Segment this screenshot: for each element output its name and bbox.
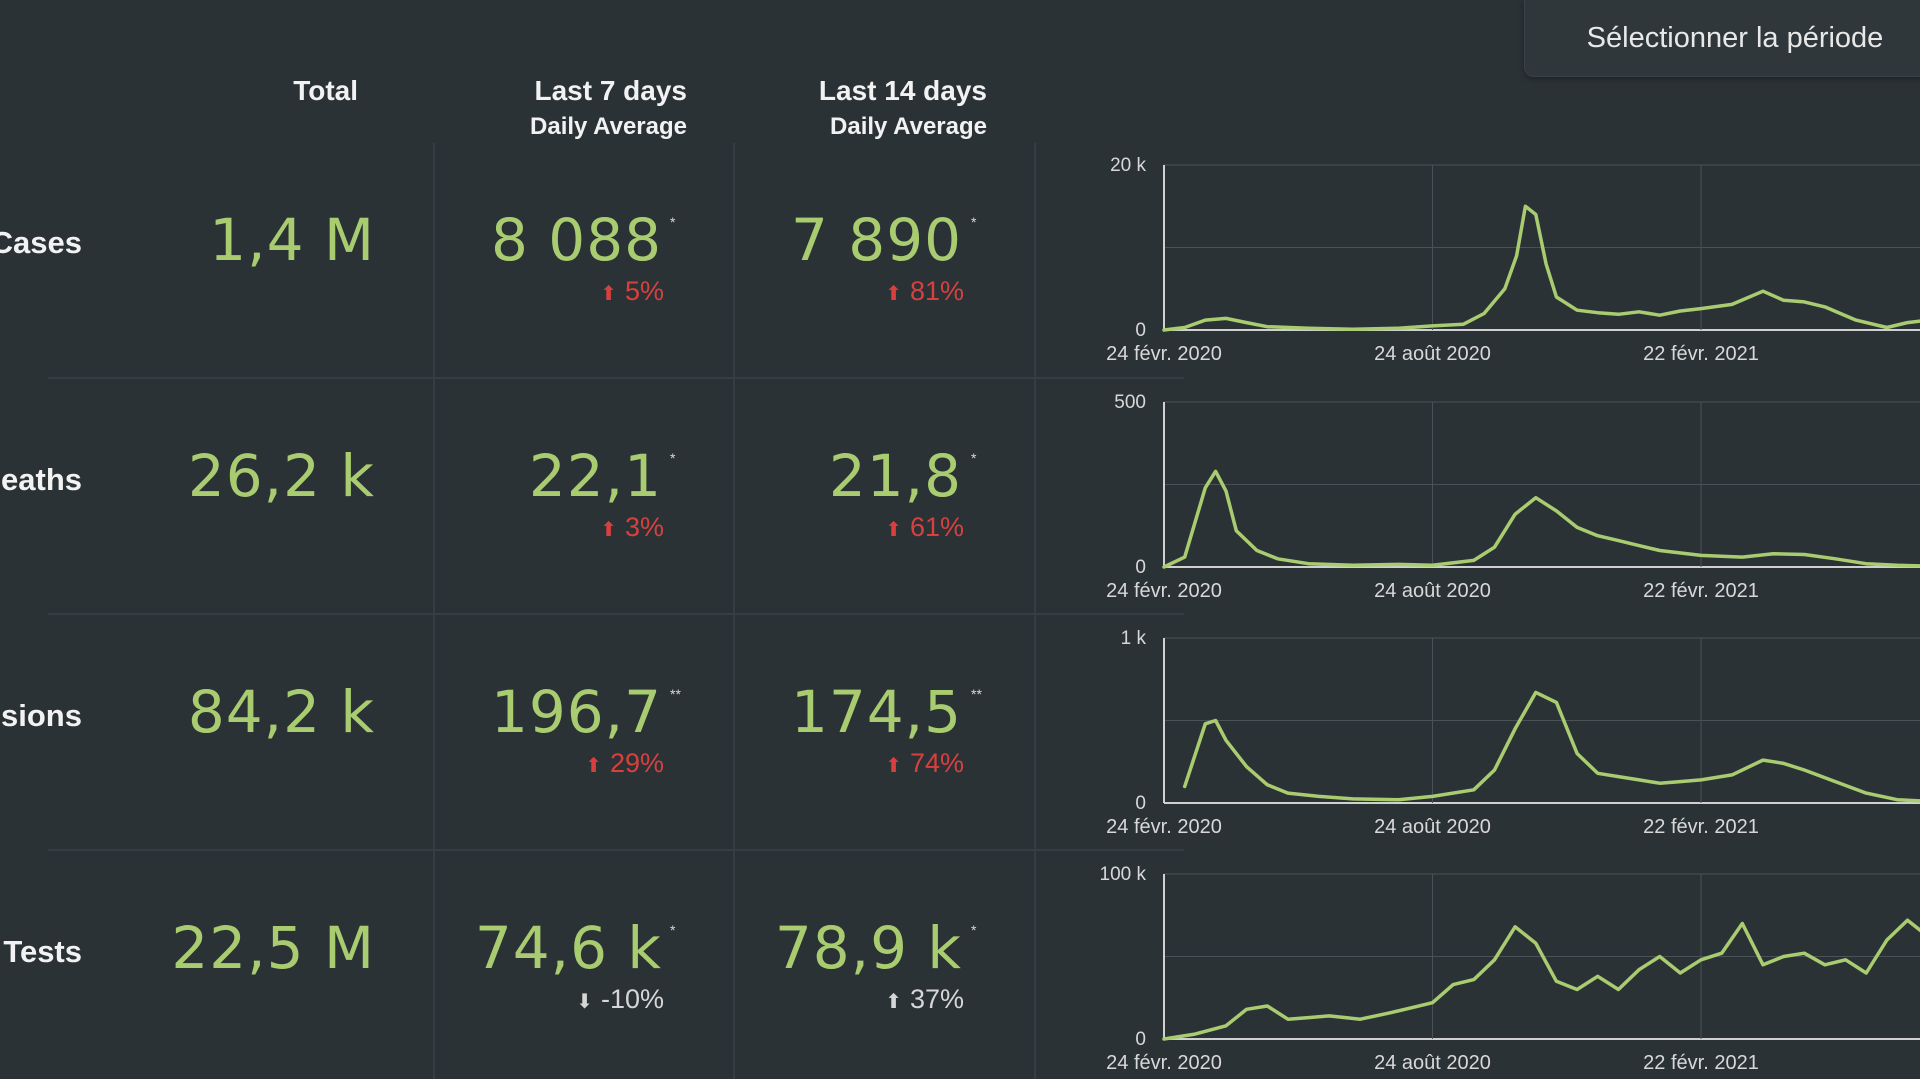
x-tick-label: 22 févr. 2021 bbox=[1643, 343, 1759, 365]
row-divider bbox=[48, 377, 1184, 379]
tests-avg14-footnote-mark: * bbox=[971, 922, 977, 938]
deaths-avg7-change-value: 3% bbox=[624, 512, 664, 542]
deaths-avg14-change-value: 61% bbox=[909, 512, 964, 542]
x-tick-label: 22 févr. 2021 bbox=[1643, 1052, 1759, 1074]
admissions-total: 84,2 k bbox=[187, 678, 375, 746]
admissions-avg7-change-value: 29% bbox=[609, 748, 664, 778]
deaths-avg7: 22,1 bbox=[528, 442, 662, 510]
y-tick-label: 100 k bbox=[1100, 864, 1147, 885]
cases-avg7-change-value: 5% bbox=[624, 276, 664, 306]
header-total-label: Total bbox=[293, 75, 358, 106]
y-tick-label: 20 k bbox=[1110, 155, 1146, 176]
tests-total: 22,5 M bbox=[171, 914, 375, 982]
admissions-avg7-footnote-mark: ** bbox=[670, 686, 681, 702]
header-last7: Last 7 days Daily Average bbox=[460, 73, 687, 145]
row-label-deaths: eaths bbox=[1, 462, 82, 497]
admissions-chart: 1 k 024 févr. 2020 24 août 2020 22 févr. 20… bbox=[1106, 628, 1920, 838]
cases-chart: 20 k 024 févr. 2020 24 août 2020 22 févr. 2… bbox=[1106, 155, 1920, 365]
header-last14-subtitle: Daily Average bbox=[830, 113, 987, 140]
select-period-button[interactable]: Sélectionner la période bbox=[1524, 0, 1920, 77]
x-tick-label: 24 févr. 2020 bbox=[1106, 580, 1222, 602]
cases-avg14-change-value: 81% bbox=[909, 276, 964, 306]
tests-chart: 100 k 024 févr. 2020 24 août 2020 22 févr. … bbox=[1100, 864, 1920, 1074]
row-label-admissions: ssions bbox=[0, 698, 82, 733]
series-line bbox=[1162, 204, 1920, 332]
tests-avg7: 74,6 k bbox=[474, 914, 662, 982]
tests-avg14: 78,9 k bbox=[774, 914, 962, 982]
arrow-up-icon: ⬆ bbox=[885, 755, 902, 777]
arrow-up-icon: ⬆ bbox=[885, 283, 902, 305]
cases-avg7-footnote-mark: * bbox=[670, 214, 676, 230]
deaths-chart: 500 024 févr. 2020 24 août 2020 22 févr. 20… bbox=[1106, 392, 1920, 602]
admissions-avg14-change-value: 74% bbox=[909, 748, 964, 778]
header-last7-title: Last 7 days bbox=[534, 75, 687, 106]
series-line bbox=[1182, 690, 1920, 803]
admissions-avg14-footnote-mark: ** bbox=[971, 686, 982, 702]
deaths-total: 26,2 k bbox=[187, 442, 375, 510]
arrow-down-icon: ⬇ bbox=[576, 991, 593, 1013]
x-tick-label: 24 août 2020 bbox=[1374, 816, 1491, 838]
header-last14: Last 14 days Daily Average bbox=[760, 73, 987, 145]
arrow-up-icon: ⬆ bbox=[885, 991, 902, 1013]
cases-avg14-footnote-mark: * bbox=[971, 214, 977, 230]
arrow-up-icon: ⬆ bbox=[885, 519, 902, 541]
row-label-tests: Tests bbox=[3, 934, 82, 969]
header-last14-title: Last 14 days bbox=[818, 75, 987, 106]
x-tick-label: 24 févr. 2020 bbox=[1106, 1052, 1222, 1074]
cases-total: 1,4 M bbox=[209, 206, 375, 274]
tests-avg14-change: ⬆ 37% bbox=[885, 984, 964, 1015]
x-tick-label: 24 août 2020 bbox=[1374, 1052, 1491, 1074]
admissions-avg7-change: ⬆ 29% bbox=[585, 748, 664, 779]
tests-avg7-footnote-mark: * bbox=[670, 922, 676, 938]
y-tick-label: 0 bbox=[1135, 1029, 1146, 1050]
deaths-avg14: 21,8 bbox=[828, 442, 962, 510]
arrow-up-icon: ⬆ bbox=[585, 755, 602, 777]
x-tick-label: 24 févr. 2020 bbox=[1106, 816, 1222, 838]
admissions-avg14: 174,5 bbox=[790, 678, 962, 746]
arrow-up-icon: ⬆ bbox=[600, 283, 617, 305]
series-line bbox=[1162, 918, 1920, 1041]
arrow-up-icon: ⬆ bbox=[600, 519, 617, 541]
cases-avg14: 7 890 bbox=[790, 206, 962, 274]
deaths-avg14-change: ⬆ 61% bbox=[885, 512, 964, 543]
row-divider bbox=[48, 613, 1184, 615]
x-tick-label: 22 févr. 2021 bbox=[1643, 580, 1759, 602]
header-last7-subtitle: Daily Average bbox=[530, 113, 687, 140]
deaths-avg7-change: ⬆ 3% bbox=[600, 512, 664, 543]
y-tick-label: 0 bbox=[1135, 557, 1146, 578]
header-total: Total bbox=[200, 73, 358, 109]
tests-avg14-change-value: 37% bbox=[909, 984, 964, 1014]
x-tick-label: 24 févr. 2020 bbox=[1106, 343, 1222, 365]
y-tick-label: 1 k bbox=[1121, 628, 1147, 649]
row-label-cases: Cases bbox=[0, 225, 82, 260]
deaths-avg7-footnote-mark: * bbox=[670, 450, 676, 466]
tests-avg7-change: ⬇ -10% bbox=[576, 984, 664, 1015]
admissions-avg7: 196,7 bbox=[490, 678, 662, 746]
cases-avg14-change: ⬆ 81% bbox=[885, 276, 964, 307]
y-tick-label: 0 bbox=[1135, 793, 1146, 814]
grid-divider bbox=[733, 143, 735, 1079]
x-tick-label: 24 août 2020 bbox=[1374, 343, 1491, 365]
y-tick-label: 0 bbox=[1135, 320, 1146, 341]
tests-avg7-change-value: -10% bbox=[600, 984, 664, 1014]
grid-divider bbox=[433, 143, 435, 1079]
cases-avg7-change: ⬆ 5% bbox=[600, 276, 664, 307]
series-line bbox=[1162, 469, 1920, 569]
x-tick-label: 22 févr. 2021 bbox=[1643, 816, 1759, 838]
x-tick-label: 24 août 2020 bbox=[1374, 580, 1491, 602]
cases-avg7: 8 088 bbox=[490, 206, 662, 274]
y-tick-label: 500 bbox=[1114, 392, 1146, 413]
deaths-avg14-footnote-mark: * bbox=[971, 450, 977, 466]
row-divider bbox=[48, 849, 1184, 851]
grid-divider bbox=[1034, 143, 1036, 1079]
admissions-avg14-change: ⬆ 74% bbox=[885, 748, 964, 779]
